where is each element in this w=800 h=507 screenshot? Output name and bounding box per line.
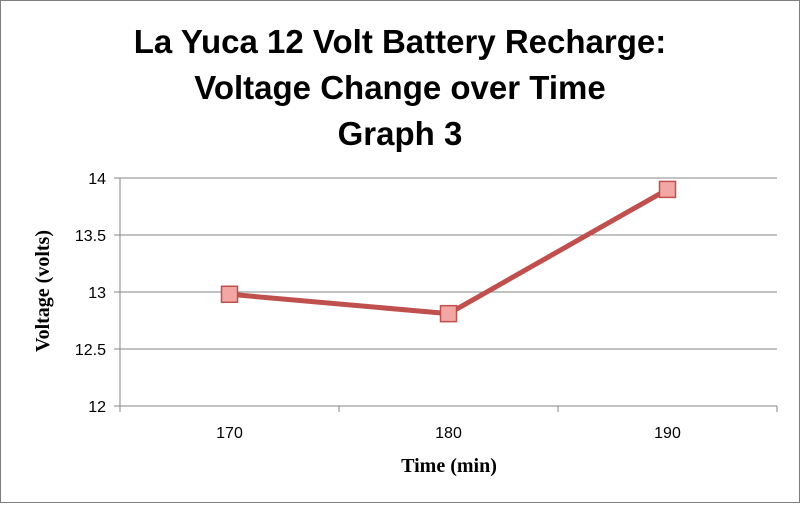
data-point-170 <box>220 285 239 304</box>
chart-title-line-2: Voltage Change over Time <box>194 69 605 106</box>
y-tick-label-1: 12.5 <box>75 342 106 359</box>
x-tick-label-1: 180 <box>435 425 462 442</box>
y-tick-label-4: 14 <box>88 171 106 188</box>
series-layer <box>220 180 677 323</box>
x-tick-label-2: 190 <box>654 425 681 442</box>
y-tick-label-3: 13.5 <box>75 228 106 245</box>
y-tick-label-0: 12 <box>88 399 106 416</box>
y-tick-label-2: 13 <box>88 285 106 302</box>
y-axis-title: Voltage (volts) <box>32 230 54 352</box>
gridlines <box>120 177 777 407</box>
x-tick-label-0: 170 <box>216 425 243 442</box>
series-line-0 <box>227 186 670 317</box>
data-point-190 <box>658 180 677 199</box>
x-axis-title: Time (min) <box>401 455 497 477</box>
data-point-180 <box>439 304 458 323</box>
tick-labels: 12 12.5 13 13.5 14 170 180 190 <box>75 171 681 442</box>
axes <box>114 177 778 412</box>
chart-title-line-3: Graph 3 <box>338 115 463 152</box>
chart-title-line-1: La Yuca 12 Volt Battery Recharge: <box>134 23 667 60</box>
